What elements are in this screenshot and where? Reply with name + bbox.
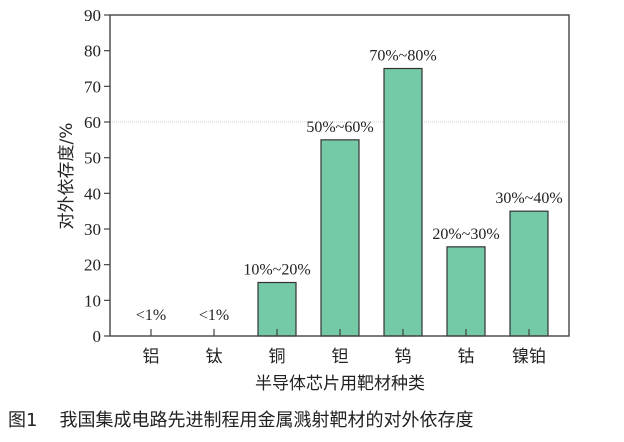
bar-4 <box>383 67 423 337</box>
y-tick-label-10: 10 <box>84 291 101 310</box>
x-tick-label-3: 钽 <box>332 347 349 367</box>
bar-5 <box>446 246 486 337</box>
data-label-1: <1% <box>199 307 229 324</box>
x-axis-label: 半导体芯片用靶材种类 <box>255 374 425 394</box>
y-tick-label-50: 50 <box>84 149 101 168</box>
data-label-2: 10%~20% <box>243 262 310 279</box>
x-tick-label-2: 铜 <box>269 347 286 367</box>
axes-group <box>104 14 570 337</box>
y-tick-label-70: 70 <box>84 77 101 96</box>
y-tick-label-40: 40 <box>84 184 101 203</box>
data-label-0: <1% <box>136 307 166 324</box>
data-label-6: 30%~40% <box>495 190 562 207</box>
x-tick-label-4: 钨 <box>395 347 412 367</box>
bar-chart: <1% 铝 <1% 钛 10%~20% 铜 50%~60% 钽 70%~80% 钨 20%~30% 钴… <box>57 6 570 394</box>
figure-caption-text: 我国集成电路先进制程用金属溅射靶材的对外依存度 <box>59 410 474 431</box>
y-tick-label-80: 80 <box>84 42 101 61</box>
data-label-3: 50%~60% <box>306 119 373 136</box>
x-tick-label-5: 钴 <box>458 347 475 367</box>
y-tick-label-30: 30 <box>84 220 101 239</box>
x-tick-label-1: 钛 <box>206 347 223 367</box>
y-tick-label-60: 60 <box>84 113 101 132</box>
data-label-5: 20%~30% <box>432 226 499 243</box>
bar-3 <box>320 139 360 337</box>
y-tick-label-20: 20 <box>84 256 101 275</box>
plot-frame <box>109 14 570 337</box>
data-label-4: 70%~80% <box>369 48 436 65</box>
y-axis-label: 对外依存度/% <box>57 123 77 230</box>
bar-6 <box>509 210 549 337</box>
x-tick-label-6: 镍铂 <box>512 347 546 367</box>
y-tick-label-90: 90 <box>84 6 101 25</box>
bar-2 <box>257 281 297 337</box>
figure-number: 图1 <box>8 410 38 431</box>
y-tick-label-0: 0 <box>93 327 102 346</box>
figure-caption: 图1 我国集成电路先进制程用金属溅射靶材的对外依存度 <box>8 406 473 432</box>
bars-group <box>257 67 549 337</box>
labels-group: <1% 铝 <1% 钛 10%~20% 铜 50%~60% 钽 70%~80% 钨 20%~30% 钴… <box>84 6 563 367</box>
x-tick-label-0: 铝 <box>143 347 160 367</box>
